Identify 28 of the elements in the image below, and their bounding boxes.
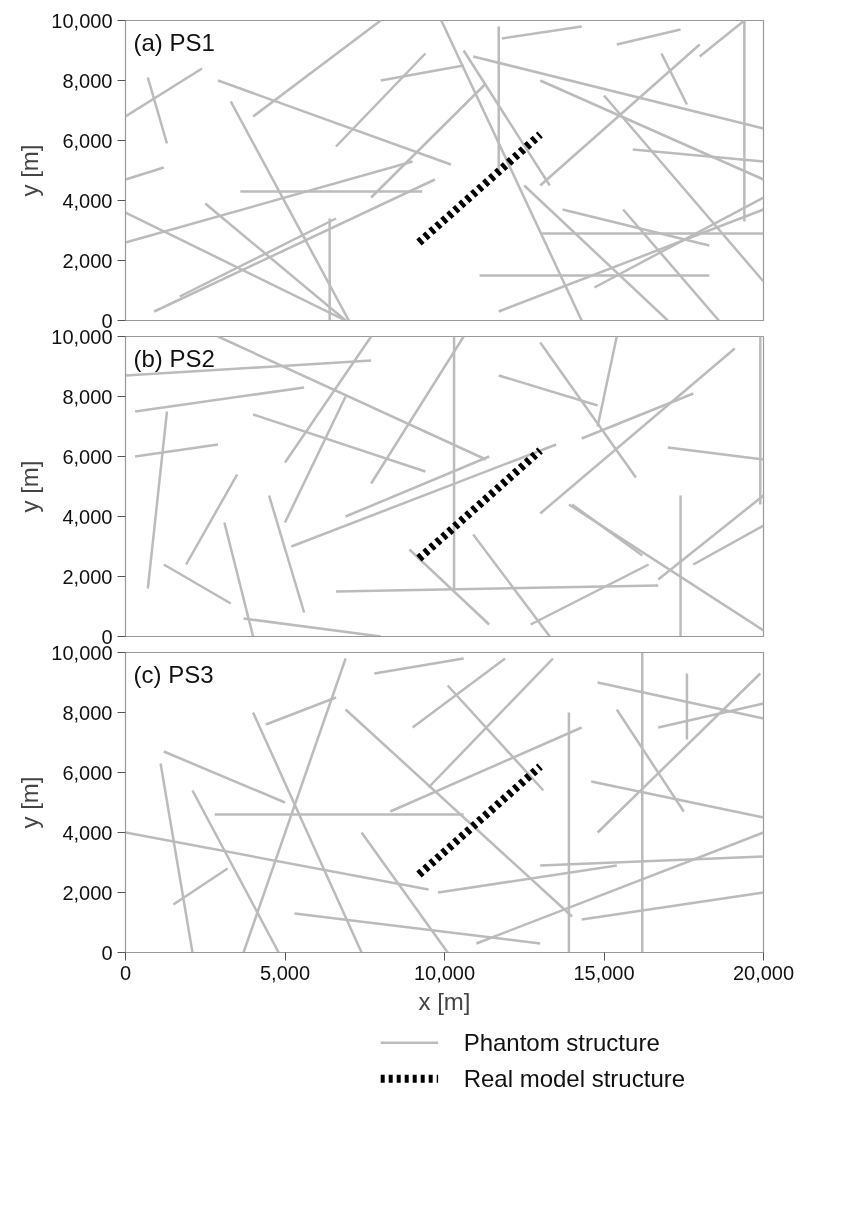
chart-title: (a) PS1 bbox=[133, 28, 215, 56]
y-tick-label: 2,000 bbox=[62, 249, 113, 272]
y-tick-label: 6,000 bbox=[62, 129, 113, 152]
x-tick-label: 10,000 bbox=[413, 961, 476, 984]
y-axis-title: y [m] bbox=[16, 144, 44, 197]
y-axis-title: y [m] bbox=[16, 776, 44, 829]
legend-label: Real model structure bbox=[463, 1065, 686, 1093]
y-tick-label: 8,000 bbox=[62, 701, 113, 724]
y-tick-label: 4,000 bbox=[62, 189, 113, 212]
y-tick-label: 4,000 bbox=[62, 821, 113, 844]
y-tick-label: 10,000 bbox=[51, 9, 113, 32]
y-tick-label: 8,000 bbox=[62, 69, 113, 92]
y-tick-label: 4,000 bbox=[62, 505, 113, 528]
x-tick-label: 5,000 bbox=[259, 961, 311, 984]
y-axis-title: y [m] bbox=[16, 460, 44, 513]
x-tick-label: 0 bbox=[119, 961, 132, 984]
y-tick-label: 8,000 bbox=[62, 385, 113, 408]
y-tick-label: 6,000 bbox=[62, 761, 113, 784]
y-tick-label: 2,000 bbox=[62, 565, 113, 588]
y-tick-label: 2,000 bbox=[62, 881, 113, 904]
x-tick-label: 15,000 bbox=[573, 961, 635, 984]
y-tick-label: 0 bbox=[101, 941, 113, 964]
legend-label: Phantom structure bbox=[463, 1029, 660, 1057]
x-tick-label: 20,000 bbox=[732, 961, 795, 984]
x-axis-title: x [m] bbox=[418, 987, 471, 1015]
chart-title: (c) PS3 bbox=[133, 660, 214, 688]
y-tick-label: 6,000 bbox=[62, 445, 113, 468]
chart-title: (b) PS2 bbox=[133, 344, 215, 372]
